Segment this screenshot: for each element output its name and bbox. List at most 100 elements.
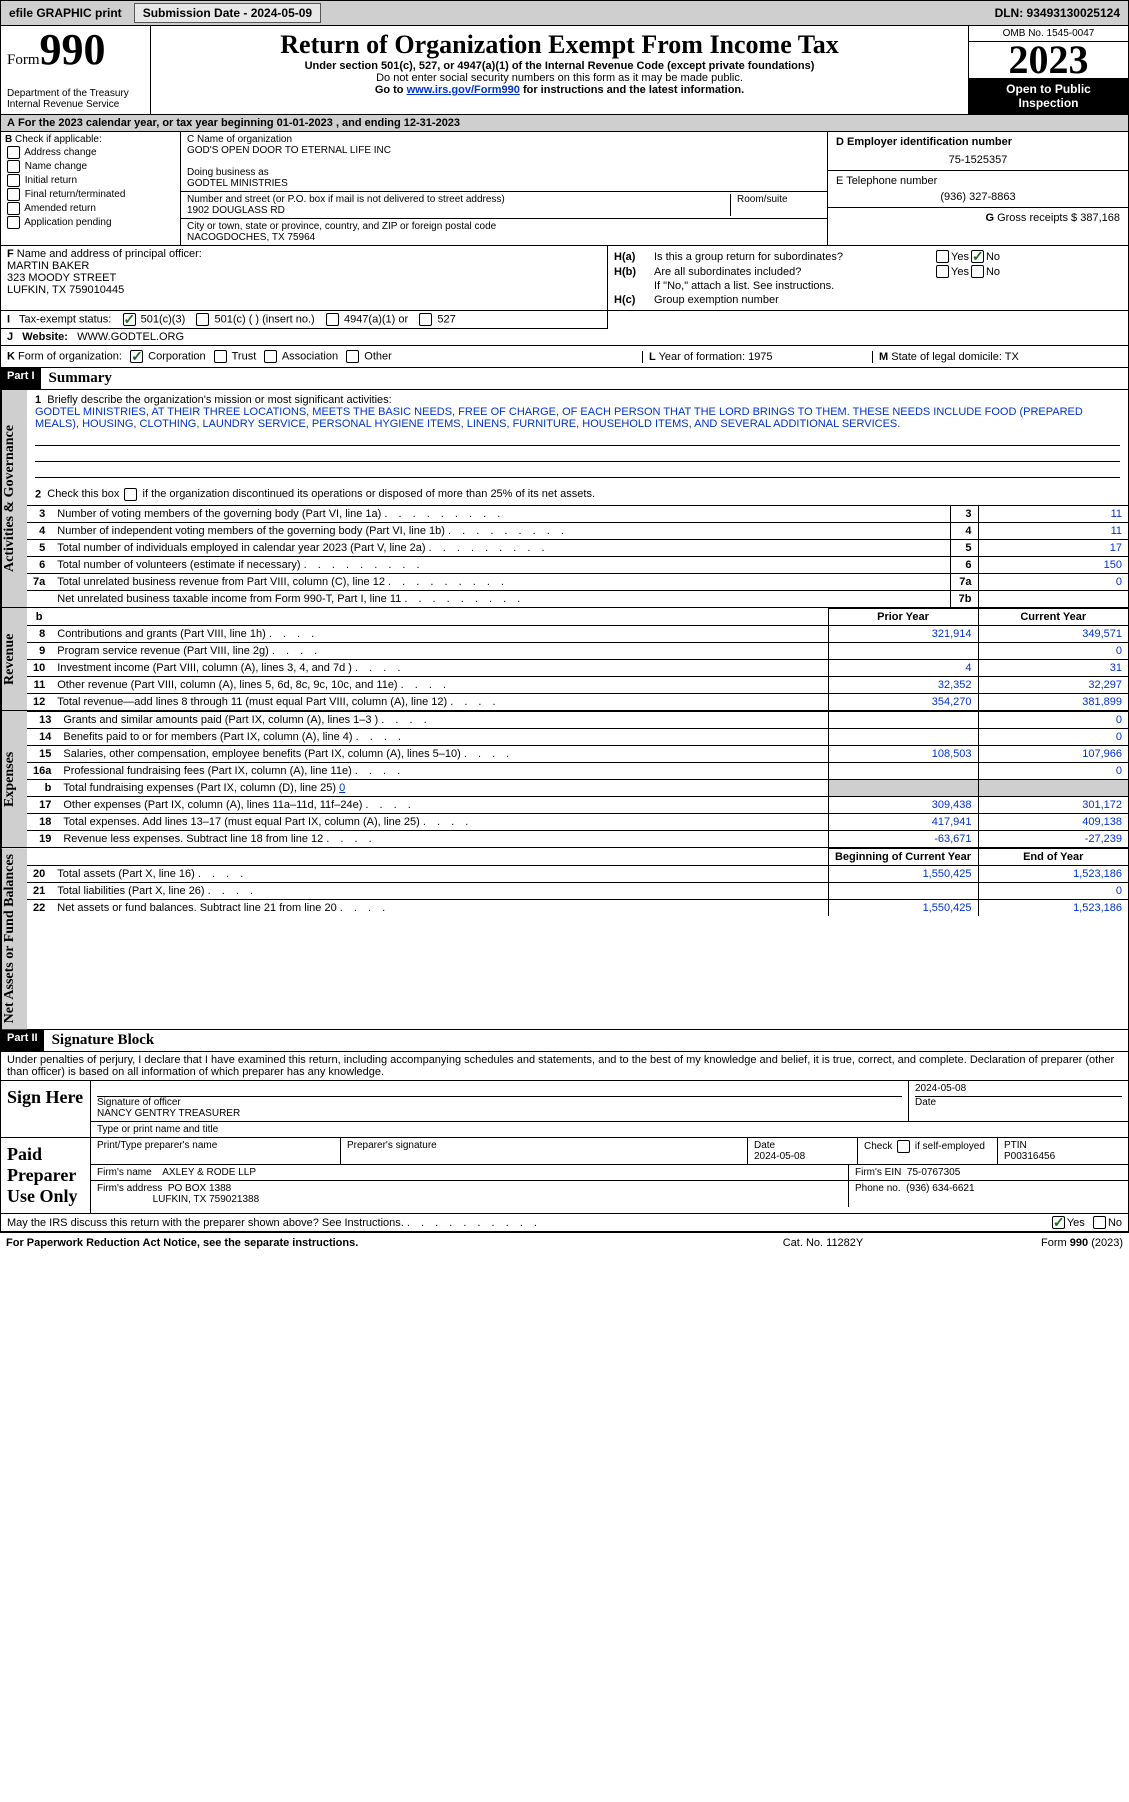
part-ii-label: Part II	[1, 1030, 44, 1051]
officer-date-cell: 2024-05-08 Date	[908, 1081, 1128, 1121]
submission-date-button[interactable]: Submission Date - 2024-05-09	[134, 3, 321, 23]
street-label: Number and street (or P.O. box if mail i…	[187, 194, 730, 205]
cat-no: Cat. No. 11282Y	[723, 1237, 923, 1249]
col-end: End of Year	[978, 849, 1128, 866]
form-id-box: Form990 Department of the Treasury Inter…	[1, 26, 151, 114]
ha-yes-checkbox[interactable]	[936, 250, 949, 263]
ein-value: 75-1525357	[836, 154, 1120, 166]
org-name: GOD'S OPEN DOOR TO ETERNAL LIFE INC	[187, 145, 821, 156]
firm-addr-cell: Firm's address PO BOX 1388 LUFKIN, TX 75…	[91, 1181, 848, 1207]
officer-addr2: LUFKIN, TX 759010445	[7, 284, 601, 296]
table-row: 8Contributions and grants (Part VIII, li…	[27, 626, 1128, 643]
table-row: 21Total liabilities (Part X, line 26) . …	[27, 883, 1128, 900]
q2-block: 2 Check this box if the organization dis…	[27, 484, 1128, 505]
open-line1: Open to Public	[971, 82, 1126, 96]
i-label: I	[7, 313, 10, 325]
ha-no-checkbox[interactable]	[971, 250, 984, 263]
h-ifno: If "No," attach a list. See instructions…	[614, 280, 1122, 292]
irs-form-link[interactable]: www.irs.gov/Form990	[407, 84, 520, 96]
chk-501c3[interactable]	[123, 313, 136, 326]
chk-4947[interactable]	[326, 313, 339, 326]
revenue-section: Revenue b Prior Year Current Year 8Contr…	[1, 608, 1128, 711]
section-deg: D Employer identification number 75-1525…	[828, 132, 1128, 245]
table-row: 4Number of independent voting members of…	[27, 523, 1128, 540]
hb-no-checkbox[interactable]	[971, 265, 984, 278]
open-to-public: Open to Public Inspection	[969, 78, 1128, 114]
section-j: J Website: WWW.GODTEL.ORG	[1, 329, 1128, 345]
street-row: Number and street (or P.O. box if mail i…	[181, 192, 827, 219]
hc-text: Group exemption number	[654, 294, 779, 306]
ij-right-spacer	[608, 311, 1128, 329]
chk-corporation[interactable]	[130, 350, 143, 363]
blank-line	[35, 432, 1120, 446]
form-title: Return of Organization Exempt From Incom…	[159, 30, 960, 60]
sign-here-body: Signature of officer NANCY GENTRY TREASU…	[91, 1081, 1128, 1137]
ptin-label: PTIN	[1004, 1140, 1027, 1151]
dln-label: DLN: 93493130025124	[987, 4, 1128, 22]
website-value: WWW.GODTEL.ORG	[77, 331, 184, 343]
q1-text: Briefly describe the organization's miss…	[47, 394, 391, 406]
chk-address-change[interactable]: Address change	[5, 146, 176, 159]
col-prior: Prior Year	[828, 609, 978, 626]
col-begin: Beginning of Current Year	[828, 849, 978, 866]
fundraising-link[interactable]: 0	[339, 782, 345, 794]
firm-ein-cell: Firm's EIN 75-0767305	[848, 1165, 1128, 1180]
self-employed-checkbox[interactable]	[897, 1140, 910, 1153]
goto-line: Go to www.irs.gov/Form990 for instructio…	[159, 84, 960, 96]
date-label: Date	[915, 1097, 936, 1108]
table-row: 14Benefits paid to or for members (Part …	[27, 729, 1128, 746]
line-a-text: For the 2023 calendar year, or tax year …	[18, 117, 460, 129]
side-governance: Activities & Governance	[1, 390, 27, 607]
discuss-row: May the IRS discuss this return with the…	[1, 1214, 1128, 1232]
form-word: Form	[7, 52, 40, 68]
sign-here-block: Sign Here Signature of officer NANCY GEN…	[1, 1081, 1128, 1138]
discuss-yes-checkbox[interactable]	[1052, 1216, 1065, 1229]
sig-blank[interactable]	[97, 1083, 902, 1097]
expenses-table: 13Grants and similar amounts paid (Part …	[27, 711, 1128, 847]
firm-addr-row: Firm's address PO BOX 1388 LUFKIN, TX 75…	[91, 1181, 1128, 1207]
revenue-body: b Prior Year Current Year 8Contributions…	[27, 608, 1128, 710]
chk-initial-return[interactable]: Initial return	[5, 174, 176, 187]
irs-label: Internal Revenue Service	[7, 99, 144, 110]
goto-post: for instructions and the latest informat…	[520, 84, 744, 96]
b-check-if: Check if applicable:	[15, 134, 102, 145]
chk-other[interactable]	[346, 350, 359, 363]
netassets-body: Beginning of Current Year End of Year 20…	[27, 848, 1128, 1029]
ssn-warning: Do not enter social security numbers on …	[159, 72, 960, 84]
chk-final-return[interactable]: Final return/terminated	[5, 188, 176, 201]
section-b: B Check if applicable: Address change Na…	[1, 132, 181, 245]
city-val: NACOGDOCHES, TX 75964	[187, 232, 821, 243]
side-revenue: Revenue	[1, 608, 27, 710]
part-i-title: Summary	[41, 368, 120, 389]
efile-header-bar: efile GRAPHIC print Submission Date - 20…	[0, 0, 1129, 26]
firm-ein-label: Firm's EIN	[855, 1167, 901, 1178]
part-ii-header: Part II Signature Block	[1, 1030, 1128, 1052]
ein-label: D Employer identification number	[836, 136, 1012, 148]
chk-association[interactable]	[264, 350, 277, 363]
form-title-box: Return of Organization Exempt From Incom…	[151, 26, 968, 114]
q2-checkbox[interactable]	[124, 488, 137, 501]
paid-preparer-label: Paid Preparer Use Only	[1, 1138, 91, 1213]
perjury-statement: Under penalties of perjury, I declare th…	[1, 1052, 1128, 1081]
chk-application-pending[interactable]: Application pending	[5, 216, 176, 229]
discuss-no-checkbox[interactable]	[1093, 1216, 1106, 1229]
chk-amended-return[interactable]: Amended return	[5, 202, 176, 215]
h-a-line: H(a) Is this a group return for subordin…	[614, 250, 1122, 263]
table-row: 17Other expenses (Part IX, column (A), l…	[27, 797, 1128, 814]
chk-trust[interactable]	[214, 350, 227, 363]
f-label: F	[7, 248, 14, 260]
table-row: 3Number of voting members of the governi…	[27, 506, 1128, 523]
netassets-header-row: Beginning of Current Year End of Year	[27, 849, 1128, 866]
chk-527[interactable]	[419, 313, 432, 326]
sig-of-officer-label: Signature of officer	[97, 1097, 181, 1108]
f-text: Name and address of principal officer:	[17, 248, 202, 260]
chk-501c[interactable]	[196, 313, 209, 326]
form-subtitle: Under section 501(c), 527, or 4947(a)(1)…	[159, 60, 960, 72]
hb-yes-checkbox[interactable]	[936, 265, 949, 278]
table-row: 22Net assets or fund balances. Subtract …	[27, 900, 1128, 917]
j-label: J	[7, 331, 13, 343]
part-i-header: Part I Summary	[1, 368, 1128, 390]
section-l: L Year of formation: 1975	[642, 351, 872, 363]
phone-label: E Telephone number	[836, 175, 1120, 187]
chk-name-change[interactable]: Name change	[5, 160, 176, 173]
